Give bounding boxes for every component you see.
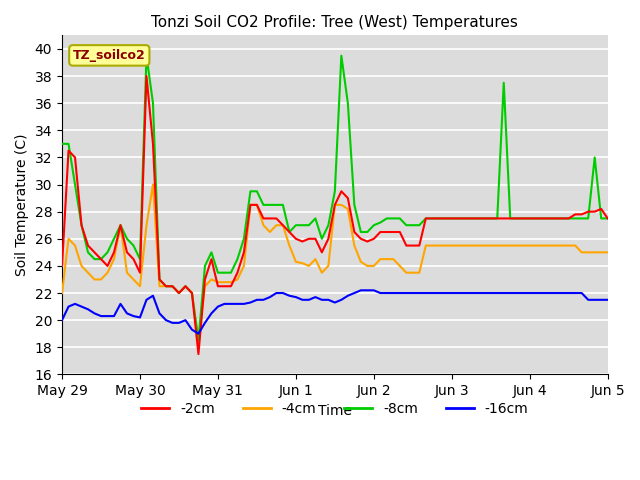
Legend: -2cm, -4cm, -8cm, -16cm: -2cm, -4cm, -8cm, -16cm xyxy=(136,396,534,422)
Y-axis label: Soil Temperature (C): Soil Temperature (C) xyxy=(15,133,29,276)
Text: TZ_soilco2: TZ_soilco2 xyxy=(73,49,146,62)
X-axis label: Time: Time xyxy=(318,404,352,418)
Title: Tonzi Soil CO2 Profile: Tree (West) Temperatures: Tonzi Soil CO2 Profile: Tree (West) Temp… xyxy=(152,15,518,30)
